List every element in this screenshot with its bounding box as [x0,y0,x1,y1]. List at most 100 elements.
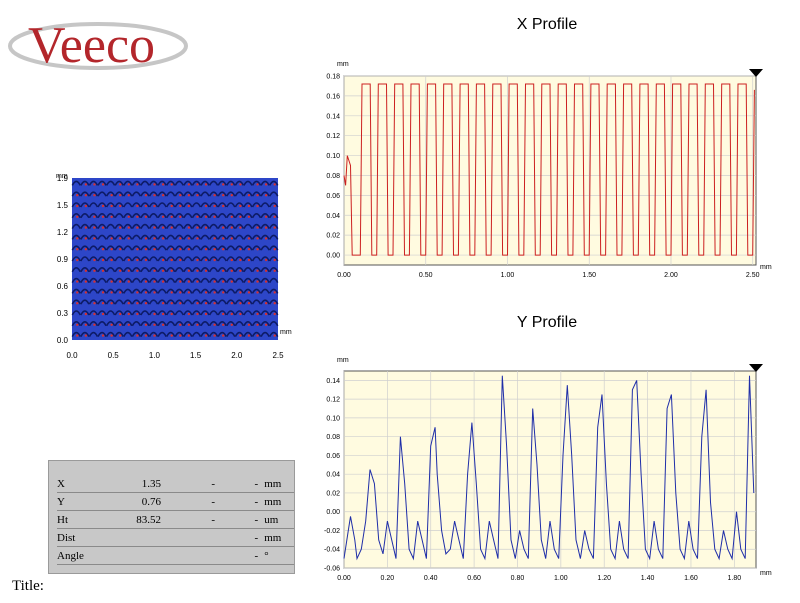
map-highlight [273,291,276,294]
map-feature [260,191,270,197]
map-highlight [247,323,251,326]
map-feature [234,288,245,294]
map-feature [114,180,124,186]
map-feature [148,213,159,219]
map-feature [226,277,236,283]
map-highlight [213,258,216,262]
surface-map[interactable]: mm 1.9 1.5 1.2 0.9 0.6 0.3 0.0 0.0 0.5 1.0 1.5 2.0… [52,172,297,372]
y-profile-plot-area[interactable] [343,370,757,569]
map-feature [226,321,236,327]
map-highlight [230,183,233,186]
map-highlight [213,302,216,305]
map-highlight [127,312,130,316]
map-feature [97,202,107,208]
map-feature [234,321,245,327]
map-feature [71,180,82,186]
map-feature [234,213,245,219]
map-feature [157,191,167,197]
x-cursor-marker-icon[interactable] [749,69,763,77]
map-highlight [93,226,96,229]
map-feature [165,321,176,327]
map-highlight [101,334,105,337]
y-cursor-marker-icon[interactable] [749,364,763,372]
map-highlight [170,258,173,262]
map-highlight [119,183,122,186]
map-feature [243,321,253,327]
map-highlight [230,269,233,272]
map-feature [157,245,167,251]
map-highlight [76,215,79,218]
map-highlight [239,204,242,208]
map-feature [251,267,262,273]
map-feature [208,310,219,316]
map-highlight [264,269,268,272]
map-feature [200,310,210,316]
map-highlight [239,269,242,272]
map-highlight [119,312,122,316]
map-feature [105,310,116,316]
map-highlight [179,323,182,326]
map-feature [251,234,262,240]
map-highlight [247,237,251,240]
map-x-unit: mm [280,329,292,336]
map-highlight [179,302,182,305]
y-profile-chart[interactable]: mm -0.06 -0.04 -0.02 0.00 0.02 0.04 0.06 0.08 0.… [312,354,782,586]
map-feature [268,256,279,262]
map-feature [226,256,236,262]
map-feature [200,267,210,273]
map-feature [217,267,227,273]
map-feature [105,256,116,262]
map-highlight [222,226,225,229]
map-feature [174,180,185,186]
map-highlight [76,258,79,262]
map-feature [157,331,167,337]
map-feature [165,331,176,337]
map-highlight [76,323,79,326]
map-highlight [101,215,105,218]
map-feature [71,213,82,219]
map-feature [123,202,133,208]
map-highlight [84,312,88,316]
map-feature [174,213,185,219]
x-profile-chart[interactable]: mm 0.00 0.02 0.04 0.06 0.08 0.10 0.12 0.14 0.16 0… [312,58,782,294]
map-highlight [247,334,251,337]
map-feature [157,277,167,283]
map-highlight [127,258,130,262]
map-feature [217,180,227,186]
map-feature [260,180,270,186]
y-xtick-label: 0.20 [381,575,395,582]
map-feature [140,267,150,273]
readout-v3: - [214,492,259,511]
map-feature [268,245,279,251]
map-feature [183,191,193,197]
map-feature [148,321,159,327]
map-highlight [187,183,191,186]
map-feature [243,202,253,208]
y-ytick-label: 0.02 [326,490,340,497]
map-feature [80,299,90,305]
map-feature [174,288,185,294]
map-feature [234,180,245,186]
x-xtick-label: 1.50 [582,272,596,279]
map-feature [148,234,159,240]
map-highlight [153,183,156,186]
map-highlight [127,269,130,272]
map-feature [268,180,279,186]
map-feature [71,223,82,229]
map-feature [260,299,270,305]
map-feature [174,256,185,262]
map-highlight [256,248,259,251]
readout-unit: mm [258,492,294,511]
map-feature [234,245,245,251]
map-highlight [204,226,208,229]
map-highlight [153,226,156,229]
map-highlight [213,215,216,218]
map-feature [183,299,193,305]
map-highlight [84,194,88,197]
map-feature [157,213,167,219]
map-highlight [119,226,122,229]
map-feature [71,321,82,327]
map-feature [97,180,107,186]
surface-height-image[interactable] [72,178,278,340]
map-feature [140,310,150,316]
